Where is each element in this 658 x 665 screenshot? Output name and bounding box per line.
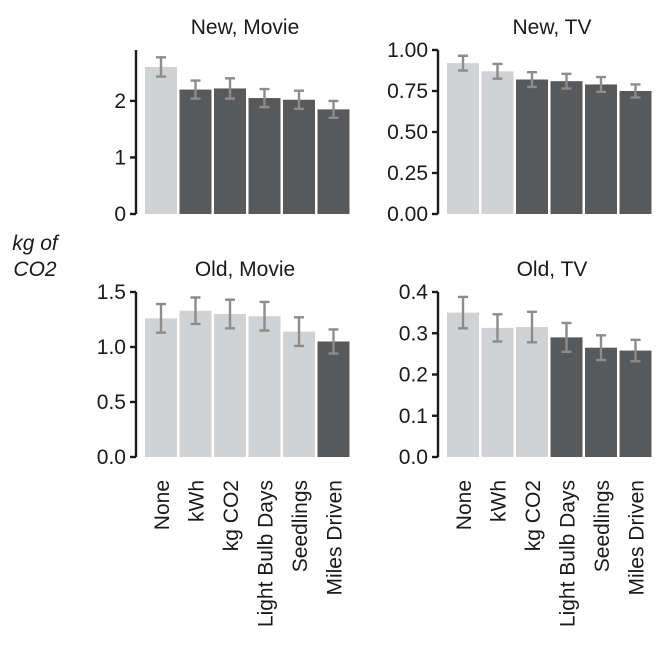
y-tick-label-new-movie-0: 0 (114, 203, 126, 226)
y-tick-label-new-tv-3: 0.75 (387, 80, 428, 103)
y-axis-label: kg of CO2 (12, 232, 60, 281)
error-bar-new-movie-1 (190, 79, 201, 100)
error-bar-old-tv-0 (458, 295, 468, 330)
error-bar-old-tv-4 (596, 334, 606, 362)
y-axis-label-line2: CO2 (13, 258, 57, 281)
error-bar-new-tv-5 (630, 83, 641, 99)
y-tick-label-old-movie-0: 0.0 (97, 446, 126, 469)
y-tick-label-old-tv-4: 0.4 (399, 281, 429, 304)
y-tick-label-new-movie-2: 2 (114, 90, 126, 113)
bar-old-movie-1 (179, 310, 212, 457)
bar-new-tv-0 (447, 63, 479, 215)
x-category-label-old-tv-0: None (453, 480, 476, 530)
y-tick-label-new-tv-4: 1.00 (387, 39, 428, 62)
error-bar-old-tv-5 (630, 338, 641, 363)
bar-new-movie-2 (214, 88, 246, 214)
panel-title-old-tv: Old, TV (517, 258, 588, 281)
error-bar-old-movie-5 (328, 328, 339, 355)
bar-old-tv-2 (516, 327, 548, 457)
error-bar-old-movie-1 (190, 296, 201, 326)
error-bar-new-tv-2 (527, 70, 537, 89)
bar-old-movie-5 (317, 341, 350, 457)
x-category-label-old-movie-0: None (151, 480, 174, 530)
error-bar-new-movie-2 (225, 77, 235, 100)
y-tick-label-new-tv-0: 0.00 (387, 203, 428, 226)
error-bar-new-tv-4 (596, 75, 606, 94)
y-axis-label-line1: kg of (12, 232, 60, 255)
x-category-label-old-tv-2: kg CO2 (522, 480, 545, 551)
y-tick-label-new-movie-1: 1 (114, 146, 126, 169)
error-bar-new-movie-0 (156, 56, 166, 78)
error-bar-old-tv-3 (561, 321, 572, 354)
bar-new-tv-2 (516, 79, 548, 215)
bar-new-movie-4 (283, 99, 315, 214)
y-tick-label-old-tv-2: 0.2 (399, 364, 428, 387)
x-category-label-old-movie-3: Light Bulb Days (255, 480, 278, 627)
bar-new-tv-1 (481, 71, 514, 214)
bar-old-movie-3 (248, 316, 281, 457)
error-bar-old-movie-2 (225, 298, 235, 330)
x-category-label-old-tv-4: Seedlings (591, 480, 614, 572)
x-category-label-old-tv-3: Light Bulb Days (557, 480, 580, 627)
bar-new-movie-3 (248, 98, 281, 214)
y-tick-label-old-tv-0: 0.0 (399, 446, 428, 469)
panel-title-old-movie: Old, Movie (195, 258, 295, 281)
error-bar-new-movie-4 (294, 89, 304, 111)
error-bar-old-tv-2 (527, 310, 537, 344)
x-category-label-old-tv-1: kWh (488, 480, 511, 522)
bar-new-movie-1 (179, 89, 212, 214)
bar-new-tv-5 (619, 91, 652, 214)
error-bar-old-movie-4 (294, 316, 304, 348)
bar-old-tv-4 (585, 347, 617, 457)
y-tick-label-old-movie-2: 1.0 (97, 336, 126, 359)
y-tick-label-new-tv-1: 0.25 (387, 162, 428, 185)
y-tick-label-old-movie-3: 1.5 (97, 281, 126, 304)
error-bar-old-movie-3 (259, 300, 270, 332)
error-bar-new-movie-5 (328, 99, 339, 120)
y-tick-label-new-tv-2: 0.50 (387, 121, 428, 144)
x-category-label-old-movie-2: kg CO2 (220, 480, 243, 551)
x-category-label-old-tv-5: Miles Driven (626, 480, 649, 596)
bar-new-movie-0 (145, 66, 177, 214)
bar-old-movie-4 (283, 331, 315, 457)
bar-new-tv-4 (585, 84, 617, 214)
error-bar-new-tv-3 (561, 72, 572, 90)
y-tick-label-old-movie-1: 0.5 (97, 391, 126, 414)
bar-old-tv-1 (481, 327, 514, 457)
bar-old-tv-0 (447, 312, 479, 457)
panel-title-new-movie: New, Movie (191, 16, 300, 39)
error-bar-old-tv-1 (492, 313, 503, 343)
bar-new-movie-5 (317, 109, 350, 214)
error-bar-new-tv-0 (458, 54, 468, 72)
bar-old-movie-2 (214, 314, 246, 457)
error-bar-new-tv-1 (492, 62, 503, 80)
bar-old-movie-0 (145, 318, 177, 457)
y-tick-label-old-tv-3: 0.3 (399, 322, 428, 345)
panel-title-new-tv: New, TV (513, 16, 592, 39)
y-tick-label-old-tv-1: 0.1 (399, 405, 428, 428)
x-category-label-old-movie-4: Seedlings (289, 480, 312, 572)
error-bar-old-movie-0 (156, 302, 166, 334)
bar-new-tv-3 (550, 81, 583, 214)
x-category-label-old-movie-5: Miles Driven (324, 480, 347, 596)
error-bar-new-movie-3 (259, 87, 270, 109)
bar-old-tv-5 (619, 350, 652, 457)
bar-old-tv-3 (550, 337, 583, 457)
x-category-label-old-movie-1: kWh (186, 480, 209, 522)
